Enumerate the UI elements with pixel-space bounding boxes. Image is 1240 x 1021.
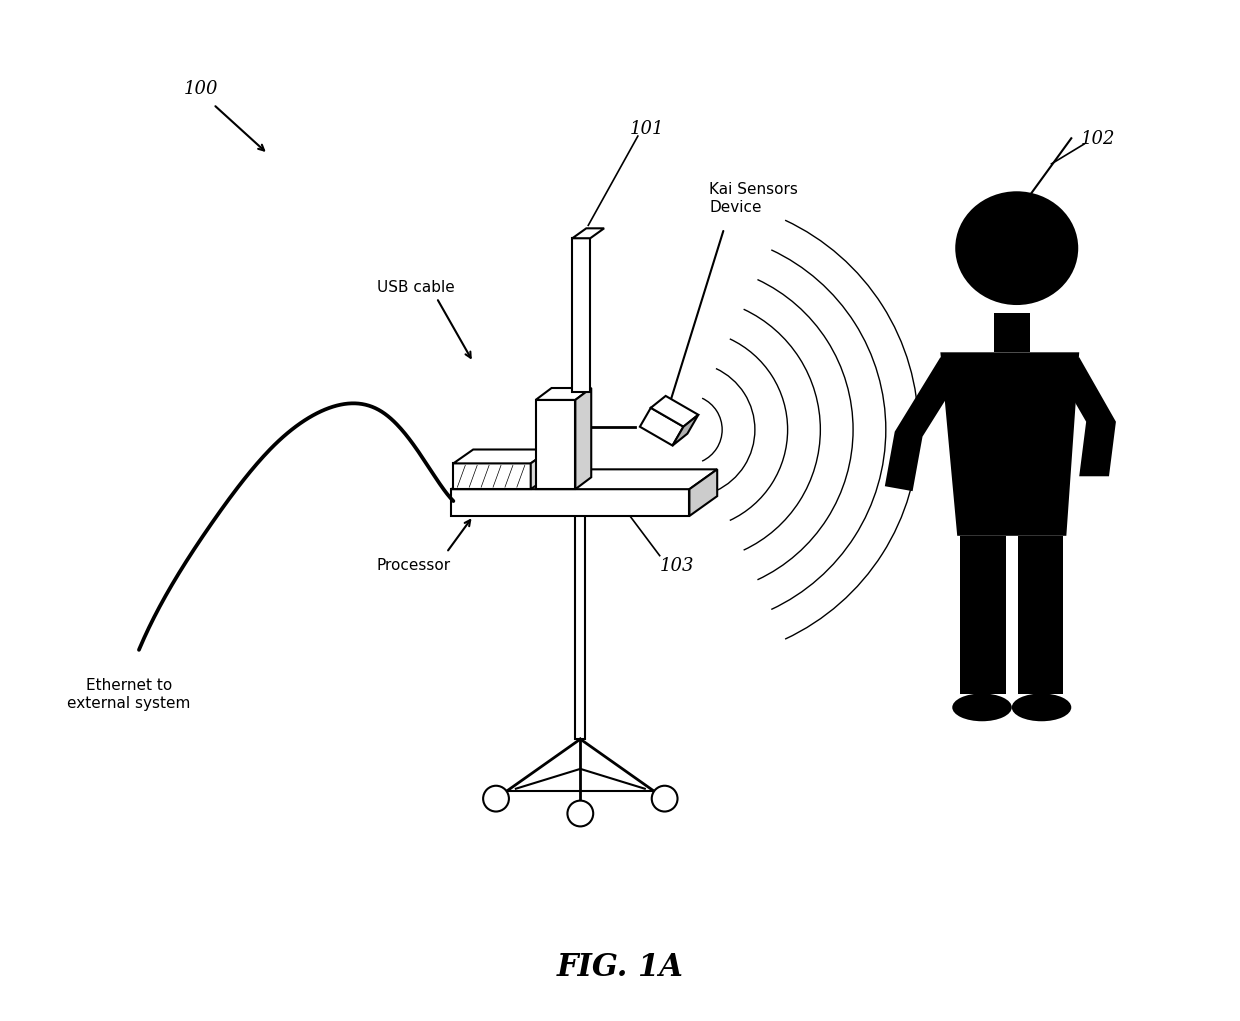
Ellipse shape xyxy=(952,693,1012,721)
Polygon shape xyxy=(672,415,698,445)
Polygon shape xyxy=(573,238,590,392)
Circle shape xyxy=(568,800,593,826)
Polygon shape xyxy=(940,352,1079,536)
Polygon shape xyxy=(689,470,717,516)
Text: 101: 101 xyxy=(630,120,665,138)
Polygon shape xyxy=(451,470,717,489)
Text: Ethernet to
external system: Ethernet to external system xyxy=(67,678,191,712)
Ellipse shape xyxy=(955,191,1079,305)
Polygon shape xyxy=(1018,536,1064,694)
Text: Kai Sensors
Device: Kai Sensors Device xyxy=(709,182,799,215)
Text: USB cable: USB cable xyxy=(377,281,455,295)
Text: FIG. 1A: FIG. 1A xyxy=(557,952,683,983)
Polygon shape xyxy=(531,449,551,489)
Text: Processor: Processor xyxy=(377,558,451,573)
Polygon shape xyxy=(885,357,965,491)
Polygon shape xyxy=(536,400,575,489)
Polygon shape xyxy=(960,536,1006,694)
Polygon shape xyxy=(454,449,551,464)
Polygon shape xyxy=(1056,357,1116,476)
Polygon shape xyxy=(573,229,604,238)
Text: 103: 103 xyxy=(660,556,694,575)
Polygon shape xyxy=(994,312,1029,352)
Text: 102: 102 xyxy=(1081,130,1116,148)
Circle shape xyxy=(652,786,677,812)
Polygon shape xyxy=(454,464,531,489)
Polygon shape xyxy=(640,407,683,445)
Text: 100: 100 xyxy=(184,81,218,98)
Polygon shape xyxy=(575,243,585,739)
Circle shape xyxy=(484,786,508,812)
Polygon shape xyxy=(536,388,591,400)
Polygon shape xyxy=(575,388,591,489)
Polygon shape xyxy=(451,489,689,516)
Polygon shape xyxy=(651,396,698,427)
Ellipse shape xyxy=(1012,693,1071,721)
